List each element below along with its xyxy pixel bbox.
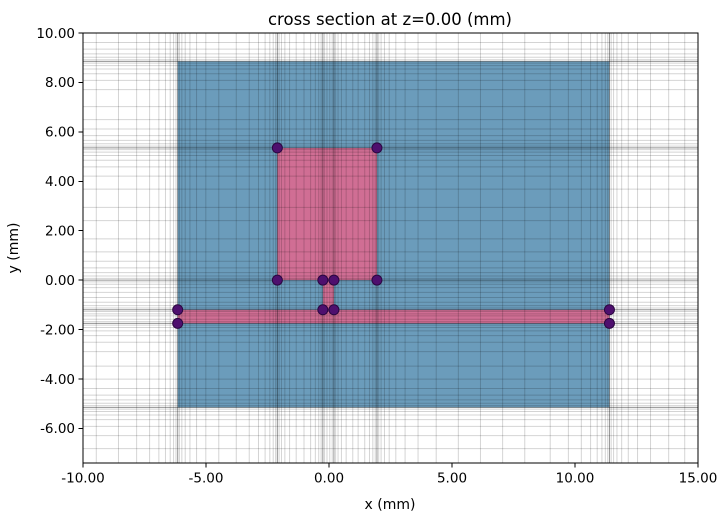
- x-tick-label: -10.00: [61, 471, 105, 487]
- y-tick-label: 8.00: [45, 75, 75, 91]
- mesh-node-dot: [172, 317, 184, 329]
- feed-via-strip-rect: [322, 280, 334, 310]
- x-axis-ticks: -10.00 -5.00 0.00 5.00 10.00 15.00: [61, 463, 717, 487]
- mesh-node-dot: [328, 304, 340, 316]
- mesh-node-dot: [603, 317, 615, 329]
- y-tick-label: -2.00: [40, 322, 75, 338]
- axes-layer: -10.00 -5.00 0.00 5.00 10.00 15.00 10.00 8.00 6…: [36, 26, 717, 487]
- x-axis-label: x (mm): [365, 497, 416, 513]
- x-tick-label: 15.00: [679, 471, 718, 487]
- mesh-node-dot: [371, 274, 383, 286]
- y-tick-label: -6.00: [40, 421, 75, 437]
- mesh-node-dot: [317, 304, 329, 316]
- x-tick-label: 5.00: [437, 471, 467, 487]
- x-tick-label: 10.00: [556, 471, 595, 487]
- feed-line-rect: [177, 309, 610, 324]
- plot-title: cross section at z=0.00 (mm): [268, 10, 512, 29]
- y-tick-label: 2.00: [45, 224, 75, 240]
- mesh-node-dot: [328, 274, 340, 286]
- substrate-rect: [177, 61, 610, 408]
- y-axis-ticks: 10.00 8.00 6.00 4.00 2.00 0.00 -2.00 -4.00 -6.00: [36, 26, 83, 437]
- y-tick-label: 10.00: [36, 26, 75, 42]
- mesh-grid-layer: [83, 33, 698, 463]
- mesh-node-dot: [371, 142, 383, 154]
- mesh-node-layer: [172, 142, 615, 329]
- mesh-node-dot: [603, 304, 615, 316]
- y-tick-label: 4.00: [45, 174, 75, 190]
- x-tick-label: 0.00: [314, 471, 344, 487]
- y-axis-label: y (mm): [6, 223, 22, 274]
- y-tick-label: 6.00: [45, 125, 75, 141]
- mesh-node-dot: [271, 142, 283, 154]
- y-tick-label: 0.00: [45, 273, 75, 289]
- mesh-node-dot: [271, 274, 283, 286]
- y-tick-label: -4.00: [40, 372, 75, 388]
- patch-rect: [277, 147, 377, 281]
- mesh-node-dot: [317, 274, 329, 286]
- plot-border: [82, 32, 699, 464]
- geometry-shapes-layer: [177, 61, 610, 408]
- x-tick-label: -5.00: [189, 471, 224, 487]
- mesh-node-dot: [172, 304, 184, 316]
